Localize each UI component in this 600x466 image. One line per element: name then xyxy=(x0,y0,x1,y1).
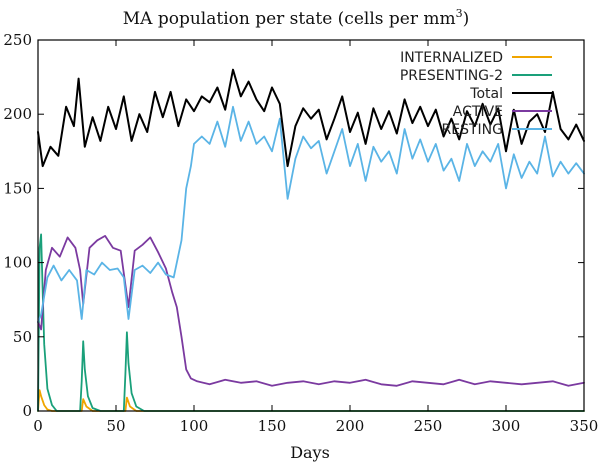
series-layer xyxy=(37,68,585,412)
y-tick-label: 250 xyxy=(3,31,32,49)
legend-label-presenting-2: PRESENTING-2 xyxy=(400,68,503,84)
legend-label-total: Total xyxy=(469,86,503,102)
x-tick-label: 250 xyxy=(414,417,443,435)
x-tick-label: 300 xyxy=(492,417,521,435)
plot-frame xyxy=(37,39,585,412)
legend-label-resting: RESTING xyxy=(442,122,503,138)
y-tick-label: 200 xyxy=(3,105,32,123)
legend: INTERNALIZED PRESENTING-2 Total ACTIVE RESTI… xyxy=(400,50,552,138)
chart-title: MA population per state (cells per mm3) xyxy=(123,7,470,29)
x-tick-label: 0 xyxy=(33,417,43,435)
series-line-resting xyxy=(37,105,585,323)
y-tick-label: 50 xyxy=(13,328,32,346)
series-line-active xyxy=(37,234,585,387)
x-tick-label: 200 xyxy=(336,417,365,435)
legend-label-internalized: INTERNALIZED xyxy=(400,50,503,66)
chart-title-suffix: ) xyxy=(463,9,470,29)
x-axis-label: Days xyxy=(290,443,330,462)
x-tick-label: 150 xyxy=(258,417,287,435)
x-tick-label: 100 xyxy=(180,417,209,435)
y-tick-label: 0 xyxy=(22,402,32,420)
series-line-presenting-2 xyxy=(37,233,585,412)
legend-label-active: ACTIVE xyxy=(453,104,503,120)
y-tick-label: 150 xyxy=(3,179,32,197)
series-line-total xyxy=(37,68,585,168)
x-tick-label: 350 xyxy=(570,417,599,435)
chart-title-superscript: 3 xyxy=(456,7,463,20)
y-tick-label: 100 xyxy=(3,254,32,272)
x-tick-label: 50 xyxy=(106,417,125,435)
series-line-internalized xyxy=(37,389,585,412)
svg-text:MA population per state (cells: MA population per state (cells per mm3) xyxy=(123,7,470,29)
axes: 0 50 100 150 200 250 300 350 0 50 100 150 200 250 xyxy=(3,31,598,435)
chart-title-text: MA population per state (cells per mm xyxy=(123,9,456,29)
